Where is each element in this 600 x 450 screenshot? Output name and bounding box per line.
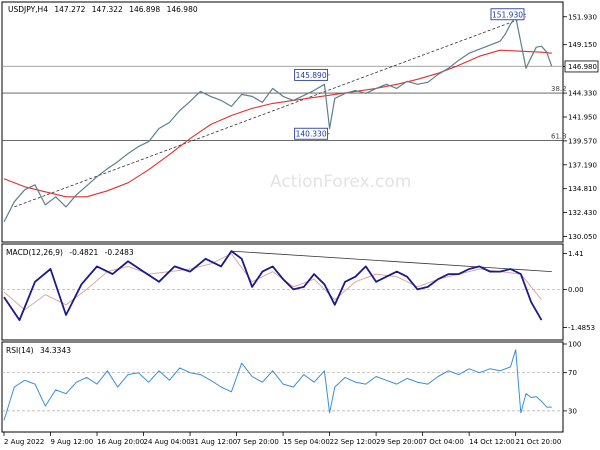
price-annotations: 151.930 145.890 140.330 [294,8,526,140]
macd-trendline-path [231,250,552,272]
rsi-title: RSI(14) [6,346,34,355]
macd-panel-frame [1,243,564,341]
macd-ytick-label-1: 0.00 [568,286,584,294]
ohlc-close: 146.980 [167,5,198,14]
macd-y-axis: 1.41 0.00 -1.4853 [563,250,595,332]
price-panel-frame [1,1,564,243]
x-tick-label-10: 14 Oct 12:00 [469,438,515,446]
svg-text:USDJPY,H4 147.272: USDJPY,H4 147.272 147.322 146.898 146.98… [8,5,198,14]
current-price-box [564,60,599,73]
ohlc-low: 146.898 [129,5,160,14]
x-tick-label-8: 29 Sep 20:00 [376,438,423,446]
macd-panel: 1.41 0.00 -1.4853 MACD(12,26,9) -0.4821 -0… [1,243,595,341]
price-ytick-label-2: 146.980 [568,63,597,71]
rsi-ytick-label-0: 100 [568,341,581,349]
price-title: USDJPY,H4 [8,5,48,14]
rsi-panel-frame [1,341,564,433]
x-axis: 2 Aug 2022 9 Aug 12:00 16 Aug 20:00 24 Aug … [3,432,562,446]
macd-line [3,250,543,322]
price-ytick-label-3: 144.330 [568,90,597,98]
svg-text:RSI(14) 34.3343: RSI(14) 34.3343 [6,346,71,355]
macd-signal-value: -0.2483 [105,248,134,257]
x-tick-label-11: 21 Oct 20:00 [516,438,562,446]
moving-average-line [3,49,552,198]
rsi-y-axis: 100 70 30 [563,341,581,415]
macd-ytick-label-0: 1.41 [568,250,584,258]
price-ytick-label-8: 132.430 [568,209,597,217]
price-ytick-label-7: 134.810 [568,185,597,193]
fib-label-0: 38.2 [551,85,567,93]
price-y-axis: 151.930 149.150 146.980 144.330 141.950 139.5… [563,13,599,241]
rsi-line [3,349,552,421]
macd-title: MACD(12,26,9) [6,248,63,257]
price-ytick-label-0: 151.930 [568,13,597,21]
annotation-box-1 [294,68,329,81]
rsi-ytick-label-1: 70 [568,369,577,377]
x-tick-label-2: 16 Aug 20:00 [97,438,144,446]
macd-value: -0.4821 [69,248,98,257]
x-tick-label-6: 15 Sep 04:00 [283,438,330,446]
macd-signal-path [3,253,542,311]
ohlc-high: 147.322 [92,5,123,14]
fibonacci-levels: 38.2 61.8 [2,85,567,141]
price-ytick-label-1: 149.150 [568,41,597,49]
rsi-level-lines [2,372,563,412]
macd-signal-line [3,253,542,311]
x-tick-label-9: 7 Oct 04:00 [423,438,464,446]
price-ytick-label-4: 141.950 [568,113,597,121]
rsi-line-path [3,349,552,421]
annotation-label-2: 140.330 [296,130,327,139]
macd-line-path [3,250,543,322]
annotation-box-0 [490,8,525,21]
price-line-path [3,16,553,223]
price-ytick-label-9: 130.050 [568,233,597,241]
fib-label-1: 61.8 [551,133,567,141]
x-tick-label-7: 22 Sep 12:00 [330,438,377,446]
rsi-value: 34.3343 [40,346,71,355]
x-tick-label-3: 24 Aug 04:00 [144,438,191,446]
annotation-label-1: 145.890 [296,71,327,80]
x-tick-label-1: 9 Aug 12:00 [51,438,94,446]
price-title-group: USDJPY,H4 147.272 147.322 146.898 146.98… [8,5,198,14]
price-ytick-label-6: 137.190 [568,161,597,169]
macd-trendline [231,250,552,272]
ohlc-open: 147.272 [54,5,85,14]
annotation-box-2 [294,127,329,140]
x-tick-label-0: 2 Aug 2022 [4,438,44,446]
rsi-ytick-label-2: 30 [568,407,577,415]
price-line [3,16,553,223]
x-tick-label-4: 31 Aug 12:00 [190,438,237,446]
price-ytick-label-5: 139.570 [568,137,597,145]
annotation-label-0: 151.930 [492,10,523,19]
rsi-panel: 100 70 30 RSI(14) 34.3343 [1,341,581,433]
price-panel: ActionForex.com 38.261.8 151.930145.8901… [1,1,599,243]
watermark: ActionForex.com [270,172,411,192]
svg-text:MACD(12,26,9) -0.4821: MACD(12,26,9) -0.4821 -0.2483 [6,248,134,257]
ma-line-path [3,49,552,198]
x-tick-label-5: 7 Sep 20:00 [237,438,279,446]
macd-ytick-label-2: -1.4853 [568,324,595,332]
